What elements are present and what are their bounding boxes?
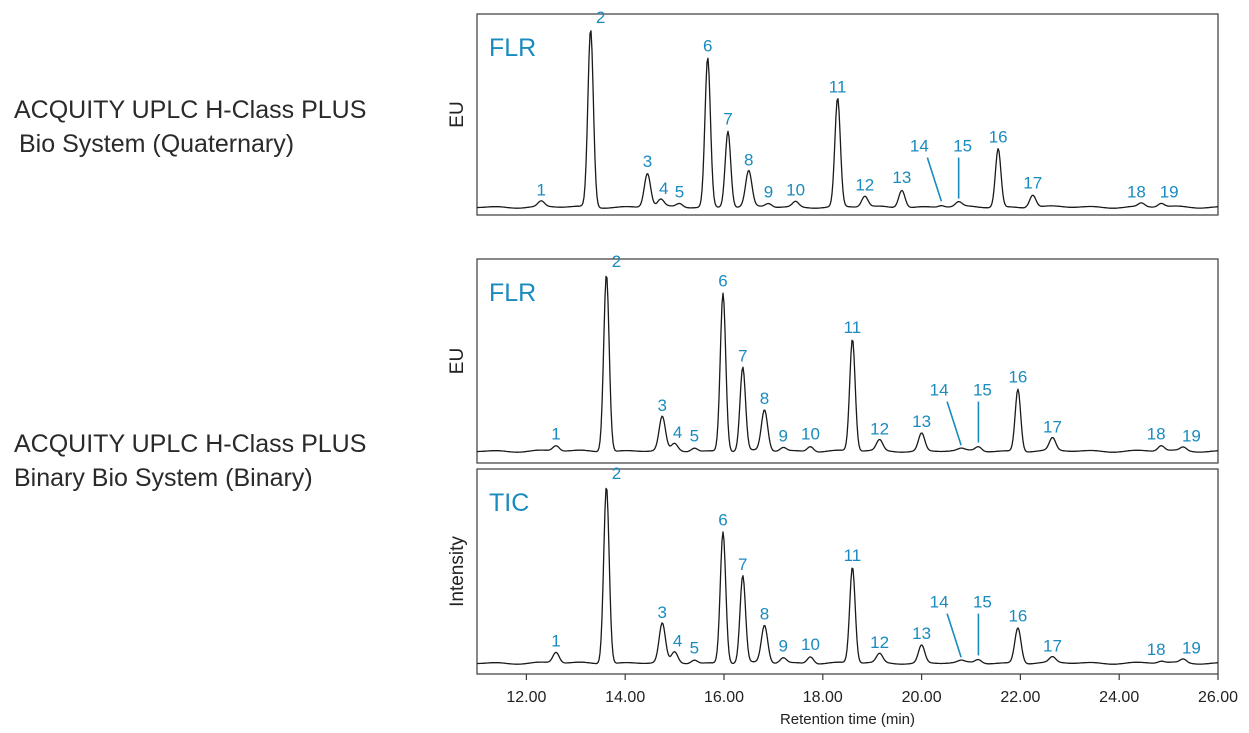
- panel-frame: [476, 258, 1219, 464]
- peak-label: 19: [1182, 638, 1201, 657]
- system-label-line2: Bio System (Quaternary): [19, 130, 295, 158]
- panel-frame: [476, 13, 1219, 216]
- detector-label: FLR: [489, 279, 536, 307]
- system-label-line2: Binary Bio System (Binary): [14, 464, 313, 492]
- peak-label: 2: [596, 8, 605, 27]
- peak-label: 17: [1023, 174, 1042, 193]
- system-label-line1: ACQUITY UPLC H-Class PLUS: [14, 96, 367, 124]
- peak-label: 18: [1147, 425, 1166, 444]
- peak-label: 11: [844, 546, 862, 565]
- peak-label: 14: [930, 381, 949, 400]
- peak-leader-line: [926, 157, 943, 202]
- y-axis-label: Intensity: [447, 536, 468, 607]
- detector-label: FLR: [489, 34, 536, 62]
- peak-label: 10: [801, 425, 820, 444]
- peak-label: 9: [764, 182, 773, 201]
- system-label-binary: ACQUITY UPLC H-Class PLUS Binary Bio Sys…: [14, 427, 366, 495]
- peak-label: 19: [1182, 426, 1201, 445]
- x-tick-label: 18.00: [803, 689, 843, 706]
- chromatogram-trace: [477, 275, 1218, 453]
- peak-label: 4: [659, 179, 668, 198]
- system-label-quaternary: ACQUITY UPLC H-Class PLUS Bio System (Qu…: [14, 93, 366, 161]
- peak-leader-line: [946, 401, 962, 446]
- peak-label: 1: [536, 181, 545, 200]
- x-axis-label: Retention time (min): [780, 711, 915, 728]
- peak-label: 6: [718, 272, 727, 291]
- peak-label: 13: [912, 412, 931, 431]
- peak-label: 4: [673, 631, 682, 650]
- peak-label: 16: [1008, 368, 1027, 387]
- peak-label: 8: [760, 389, 769, 408]
- peak-label: 9: [779, 637, 788, 656]
- peak-label: 6: [703, 36, 712, 55]
- peak-leader-line: [946, 613, 962, 658]
- detector-label: TIC: [489, 489, 529, 517]
- peak-label: 16: [1008, 606, 1027, 625]
- peak-label: 16: [989, 127, 1008, 146]
- peak-label: 5: [690, 638, 699, 657]
- peak-label: 14: [910, 137, 929, 156]
- panel-frame: [476, 468, 1219, 675]
- peak-label: 3: [658, 603, 667, 622]
- peak-label: 17: [1043, 418, 1062, 437]
- peak-label: 15: [953, 137, 972, 156]
- chromatogram-trace: [477, 30, 1218, 209]
- peak-label: 3: [643, 152, 652, 171]
- peak-label: 1: [551, 425, 560, 444]
- peak-label: 4: [673, 423, 682, 442]
- x-tick-label: 22.00: [1000, 689, 1040, 706]
- x-tick-label: 24.00: [1099, 689, 1139, 706]
- peak-label: 13: [892, 168, 911, 187]
- peak-label: 3: [658, 396, 667, 415]
- system-label-line1: ACQUITY UPLC H-Class PLUS: [14, 430, 367, 458]
- peak-label: 5: [690, 426, 699, 445]
- x-tick-label: 26.00: [1198, 689, 1238, 706]
- peak-label: 14: [930, 593, 949, 612]
- peak-label: 15: [973, 593, 992, 612]
- chromatogram-trace: [477, 487, 1218, 665]
- peak-label: 9: [779, 426, 788, 445]
- peak-label: 12: [870, 633, 889, 652]
- x-tick-label: 16.00: [704, 689, 744, 706]
- peak-label: 8: [744, 150, 753, 169]
- x-tick-label: 12.00: [506, 689, 546, 706]
- peak-label: 2: [612, 252, 621, 271]
- peak-label: 11: [844, 318, 862, 337]
- peak-label: 15: [973, 381, 992, 400]
- x-tick-label: 14.00: [605, 689, 645, 706]
- peak-label: 17: [1043, 637, 1062, 656]
- peak-label: 11: [829, 77, 847, 96]
- peak-label: 12: [855, 175, 874, 194]
- peak-label: 7: [738, 555, 747, 574]
- peak-label: 1: [551, 631, 560, 650]
- peak-label: 19: [1160, 182, 1179, 201]
- x-tick-label: 20.00: [902, 689, 942, 706]
- peak-label: 18: [1127, 182, 1146, 201]
- peak-label: 18: [1147, 640, 1166, 659]
- peak-label: 8: [760, 605, 769, 624]
- peak-label: 10: [786, 181, 805, 200]
- y-axis-label: EU: [447, 101, 468, 127]
- peak-label: 5: [675, 182, 684, 201]
- peak-label: 6: [718, 510, 727, 529]
- peak-label: 10: [801, 635, 820, 654]
- y-axis-label: EU: [447, 348, 468, 374]
- peak-label: 7: [723, 109, 732, 128]
- peak-label: 2: [612, 464, 621, 483]
- peak-label: 12: [870, 419, 889, 438]
- peak-label: 13: [912, 624, 931, 643]
- peak-label: 7: [738, 346, 747, 365]
